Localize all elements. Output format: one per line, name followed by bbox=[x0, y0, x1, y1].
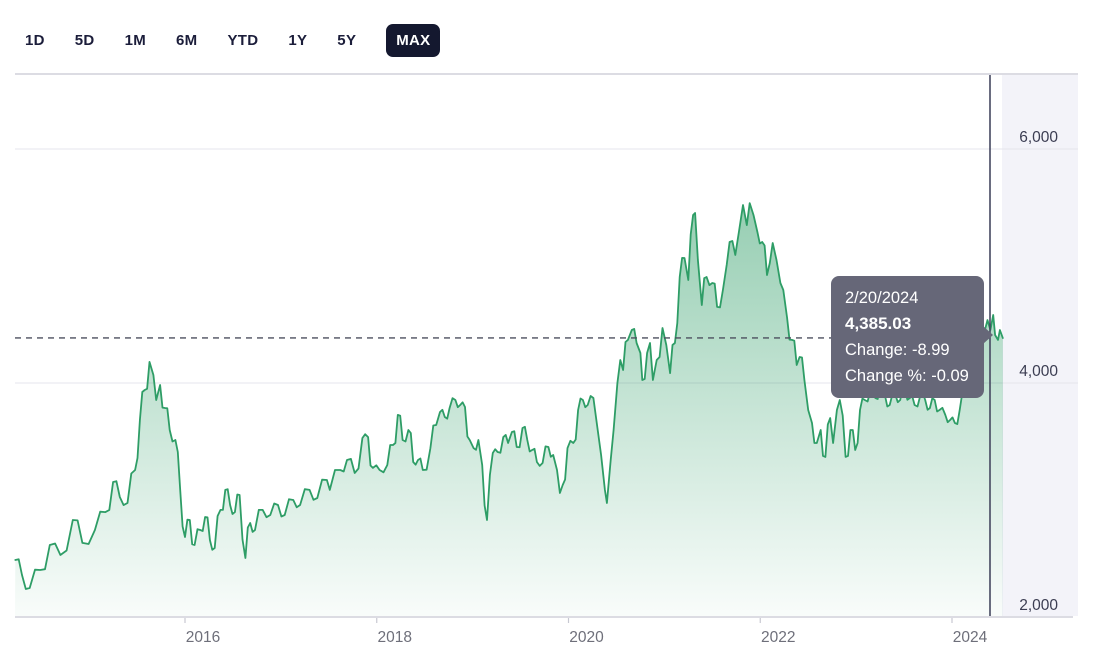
tooltip-change-pct: Change %: -0.09 bbox=[845, 367, 969, 385]
tooltip-value: 4,385.03 bbox=[845, 314, 912, 333]
tooltip-change: Change: -8.99 bbox=[845, 341, 950, 359]
price-area-fill bbox=[15, 203, 1003, 616]
x-axis-label: 2016 bbox=[185, 629, 221, 646]
x-axis-label: 2022 bbox=[761, 629, 796, 646]
range-button-6m[interactable]: 6M bbox=[176, 32, 198, 49]
right-axis-band bbox=[1002, 75, 1078, 616]
range-button-5d[interactable]: 5D bbox=[74, 32, 95, 49]
time-range-selector: 1D 5D 1M 6M YTD 1Y 5Y MAX bbox=[25, 23, 441, 58]
x-axis-label: 2018 bbox=[377, 629, 412, 646]
range-button-ytd[interactable]: YTD bbox=[227, 32, 259, 49]
tooltip-date: 2/20/2024 bbox=[845, 289, 919, 307]
range-button-1m[interactable]: 1M bbox=[124, 32, 146, 49]
range-button-1d[interactable]: 1D bbox=[25, 32, 45, 49]
x-axis-label: 2020 bbox=[569, 629, 604, 646]
range-button-max[interactable]: MAX bbox=[386, 24, 441, 57]
y-axis-label: 6,000 bbox=[1019, 129, 1058, 146]
y-axis-label: 4,000 bbox=[1019, 363, 1058, 380]
x-axis-label: 2024 bbox=[952, 629, 988, 646]
range-button-1y[interactable]: 1Y bbox=[288, 32, 308, 49]
chart-tooltip: 2/20/2024 4,385.03 Change: -8.99 Change … bbox=[831, 276, 993, 398]
range-button-5y[interactable]: 5Y bbox=[337, 32, 357, 49]
y-axis-label: 2,000 bbox=[1019, 597, 1058, 614]
price-line bbox=[14, 202, 1004, 590]
